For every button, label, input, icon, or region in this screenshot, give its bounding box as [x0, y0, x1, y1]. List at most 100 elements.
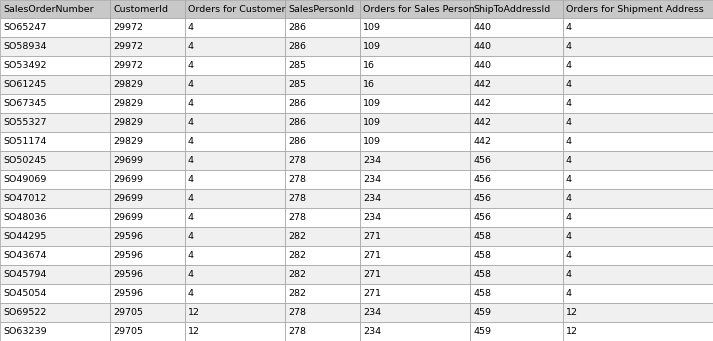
Bar [360, 151, 470, 170]
Text: 29596: 29596 [113, 251, 143, 260]
Text: 4: 4 [188, 99, 194, 108]
Text: 4: 4 [566, 270, 572, 279]
Text: 29596: 29596 [113, 232, 143, 241]
Text: 29829: 29829 [113, 99, 143, 108]
Bar [0, 208, 110, 227]
Bar [285, 322, 360, 341]
Bar [563, 113, 713, 132]
Text: 4: 4 [188, 213, 194, 222]
Bar [470, 94, 563, 113]
Text: 109: 109 [363, 118, 381, 127]
Text: 29699: 29699 [113, 213, 143, 222]
Bar [563, 132, 713, 151]
Text: 4: 4 [566, 137, 572, 146]
Text: 29829: 29829 [113, 80, 143, 89]
Text: 4: 4 [566, 194, 572, 203]
Text: 4: 4 [566, 118, 572, 127]
Text: 458: 458 [473, 251, 491, 260]
Bar [0, 227, 110, 246]
Text: 285: 285 [288, 80, 306, 89]
Bar [470, 132, 563, 151]
Text: 4: 4 [188, 137, 194, 146]
Bar [563, 75, 713, 94]
Text: SO48036: SO48036 [3, 213, 46, 222]
Text: 16: 16 [363, 61, 375, 70]
Text: 29596: 29596 [113, 289, 143, 298]
Bar [110, 265, 185, 284]
Bar [0, 265, 110, 284]
Text: 458: 458 [473, 289, 491, 298]
Bar [110, 94, 185, 113]
Text: 4: 4 [566, 213, 572, 222]
Bar [360, 246, 470, 265]
Bar [0, 94, 110, 113]
Text: 29972: 29972 [113, 42, 143, 51]
Bar [110, 227, 185, 246]
Bar [563, 94, 713, 113]
Text: SO50245: SO50245 [3, 156, 46, 165]
Bar [470, 208, 563, 227]
Bar [470, 246, 563, 265]
Text: 109: 109 [363, 99, 381, 108]
Text: 4: 4 [188, 23, 194, 32]
Text: 4: 4 [566, 42, 572, 51]
Text: SO49069: SO49069 [3, 175, 46, 184]
Text: 271: 271 [363, 232, 381, 241]
Bar [185, 56, 285, 75]
Text: 29699: 29699 [113, 194, 143, 203]
Bar [110, 189, 185, 208]
Bar [0, 303, 110, 322]
Text: 271: 271 [363, 289, 381, 298]
Bar [360, 18, 470, 37]
Bar [360, 94, 470, 113]
Bar [360, 113, 470, 132]
Bar [360, 265, 470, 284]
Text: 4: 4 [188, 270, 194, 279]
Bar [470, 265, 563, 284]
Bar [185, 189, 285, 208]
Bar [470, 18, 563, 37]
Text: 234: 234 [363, 308, 381, 317]
Text: 459: 459 [473, 308, 491, 317]
Bar [185, 208, 285, 227]
Text: 16: 16 [363, 80, 375, 89]
Bar [563, 170, 713, 189]
Text: 4: 4 [188, 289, 194, 298]
Text: 4: 4 [188, 118, 194, 127]
Bar [110, 284, 185, 303]
Text: 12: 12 [188, 327, 200, 336]
Bar [0, 322, 110, 341]
Bar [110, 18, 185, 37]
Bar [285, 0, 360, 18]
Text: SO53492: SO53492 [3, 61, 46, 70]
Text: 4: 4 [566, 80, 572, 89]
Text: SO51174: SO51174 [3, 137, 46, 146]
Text: 282: 282 [288, 289, 306, 298]
Bar [563, 322, 713, 341]
Bar [110, 56, 185, 75]
Text: 271: 271 [363, 251, 381, 260]
Text: CustomerId: CustomerId [113, 4, 168, 14]
Bar [360, 189, 470, 208]
Text: 286: 286 [288, 137, 306, 146]
Bar [360, 227, 470, 246]
Text: 4: 4 [188, 61, 194, 70]
Bar [110, 208, 185, 227]
Text: 12: 12 [566, 327, 578, 336]
Bar [563, 227, 713, 246]
Text: SO63239: SO63239 [3, 327, 46, 336]
Text: 278: 278 [288, 175, 306, 184]
Bar [185, 246, 285, 265]
Text: 12: 12 [566, 308, 578, 317]
Bar [110, 303, 185, 322]
Text: SO44295: SO44295 [3, 232, 46, 241]
Bar [110, 246, 185, 265]
Bar [285, 151, 360, 170]
Bar [285, 37, 360, 56]
Bar [360, 208, 470, 227]
Text: 286: 286 [288, 99, 306, 108]
Bar [285, 303, 360, 322]
Text: 442: 442 [473, 80, 491, 89]
Bar [360, 75, 470, 94]
Text: 282: 282 [288, 270, 306, 279]
